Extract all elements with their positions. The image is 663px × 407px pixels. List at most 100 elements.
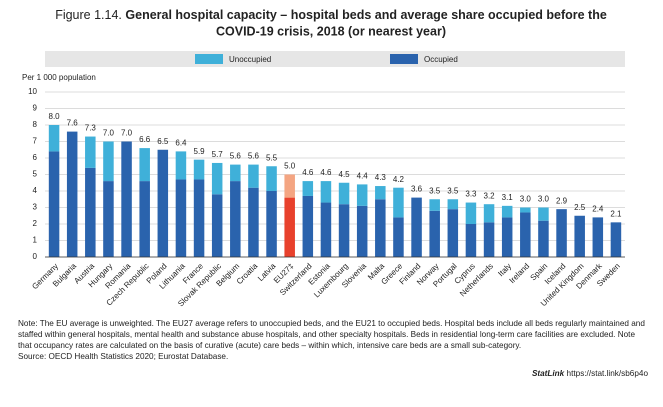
bar-segment xyxy=(393,187,404,218)
y-tick-label: 9 xyxy=(33,104,38,113)
bar-segment xyxy=(520,207,531,213)
bar-segment xyxy=(175,151,187,180)
total-label: 5.6 xyxy=(248,152,260,161)
total-label: 6.5 xyxy=(157,137,169,146)
bar-segment xyxy=(121,141,132,257)
bar-segment xyxy=(538,220,549,257)
total-label: 3.2 xyxy=(484,191,496,200)
bar-segment xyxy=(284,174,295,198)
total-label: 2.4 xyxy=(592,205,604,214)
total-label: 3.5 xyxy=(429,186,441,195)
bar-segment xyxy=(103,181,114,257)
total-label: 3.1 xyxy=(502,193,514,202)
legend-swatch xyxy=(390,54,418,64)
y-axis-label: Per 1 000 population xyxy=(22,73,96,82)
total-label: 2.1 xyxy=(610,209,622,218)
y-tick-label: 4 xyxy=(33,186,38,195)
bar-segment xyxy=(193,159,205,180)
total-label: 2.9 xyxy=(556,196,568,205)
total-label: 5.0 xyxy=(284,162,296,171)
bar-segment xyxy=(248,187,259,257)
bar-segment xyxy=(302,195,314,257)
total-label: 4.5 xyxy=(339,170,351,179)
y-tick-label: 1 xyxy=(33,236,38,245)
total-label: 7.3 xyxy=(85,124,97,133)
bar-segment xyxy=(447,199,459,210)
total-label: 4.6 xyxy=(320,168,332,177)
bar-segment xyxy=(211,162,223,195)
statlink-url[interactable]: https://stat.link/sb6p4o xyxy=(566,369,648,378)
bar-segment xyxy=(356,184,368,206)
bar-segment xyxy=(465,202,477,224)
total-label: 6.6 xyxy=(139,135,151,144)
total-label: 3.5 xyxy=(447,186,459,195)
y-tick-label: 6 xyxy=(33,153,38,162)
total-label: 3.0 xyxy=(520,195,532,204)
y-tick-label: 3 xyxy=(33,203,38,212)
statlink: StatLink https://stat.link/sb6p4o xyxy=(18,368,648,379)
y-tick-label: 0 xyxy=(33,252,38,261)
total-label: 5.6 xyxy=(230,152,242,161)
chart: Figure 1.14. General hospital capacity –… xyxy=(22,8,625,308)
bar-segment xyxy=(592,217,604,257)
bar-segment xyxy=(266,166,277,191)
total-label: 7.0 xyxy=(121,129,133,138)
total-label: 5.5 xyxy=(266,153,278,162)
bar-segment xyxy=(248,164,259,188)
note: Note: The EU average is unweighted. The … xyxy=(18,319,645,350)
bar-segment xyxy=(230,164,241,182)
total-label: 2.5 xyxy=(574,203,586,212)
bar-segment xyxy=(556,209,567,257)
notes: Note: The EU average is unweighted. The … xyxy=(18,318,648,379)
total-label: 4.4 xyxy=(357,172,369,181)
total-label: 7.0 xyxy=(103,129,115,138)
legend-box xyxy=(45,51,625,67)
bar-segment xyxy=(483,204,495,223)
title-1: General hospital capacity – hospital bed… xyxy=(125,8,606,22)
bar-segment xyxy=(230,181,241,257)
total-label: 5.9 xyxy=(194,147,206,156)
bar-segment xyxy=(320,202,332,257)
bar-segment xyxy=(66,131,78,257)
bar-segment xyxy=(375,199,386,257)
bar-segment xyxy=(574,215,585,257)
y-tick-label: 7 xyxy=(33,137,38,146)
bar-segment xyxy=(284,197,295,257)
bar-segment xyxy=(211,194,223,257)
bar-segment xyxy=(465,224,477,257)
source: Source: OECD Health Statistics 2020; Eur… xyxy=(18,352,229,361)
bar-segment xyxy=(338,204,350,257)
total-label: 5.7 xyxy=(212,150,224,159)
bar-segment xyxy=(483,222,495,257)
total-label: 4.3 xyxy=(375,173,387,182)
total-label: 3.6 xyxy=(411,185,423,194)
total-label: 7.6 xyxy=(67,119,79,128)
x-tick-label: Croatia xyxy=(235,261,260,286)
bar-segment xyxy=(447,209,459,257)
bar-segment xyxy=(266,191,277,257)
bar-segment xyxy=(393,217,404,257)
title-prefix: Figure 1.14. xyxy=(55,8,122,22)
bar-segment xyxy=(320,181,332,203)
bar-segment xyxy=(139,148,150,182)
bar-segment xyxy=(429,199,440,211)
y-tick-label: 2 xyxy=(33,219,38,228)
bar-segment xyxy=(429,210,440,257)
total-label: 6.4 xyxy=(175,139,187,148)
bar-segment xyxy=(85,167,96,257)
bar-segment xyxy=(338,182,350,205)
bar-segment xyxy=(193,179,205,257)
legend-swatch xyxy=(195,54,223,64)
bar-segment xyxy=(356,205,368,257)
y-tick-label: 8 xyxy=(33,120,38,129)
bar-segment xyxy=(501,217,513,257)
total-label: 3.3 xyxy=(465,190,477,199)
bar-segment xyxy=(85,136,96,168)
statlink-brand: StatLink xyxy=(531,369,565,378)
bar-segment xyxy=(375,186,386,200)
bar-segment xyxy=(520,212,531,257)
bar-segment xyxy=(175,179,187,257)
bar-segment xyxy=(302,181,314,196)
bar-segment xyxy=(139,181,150,257)
